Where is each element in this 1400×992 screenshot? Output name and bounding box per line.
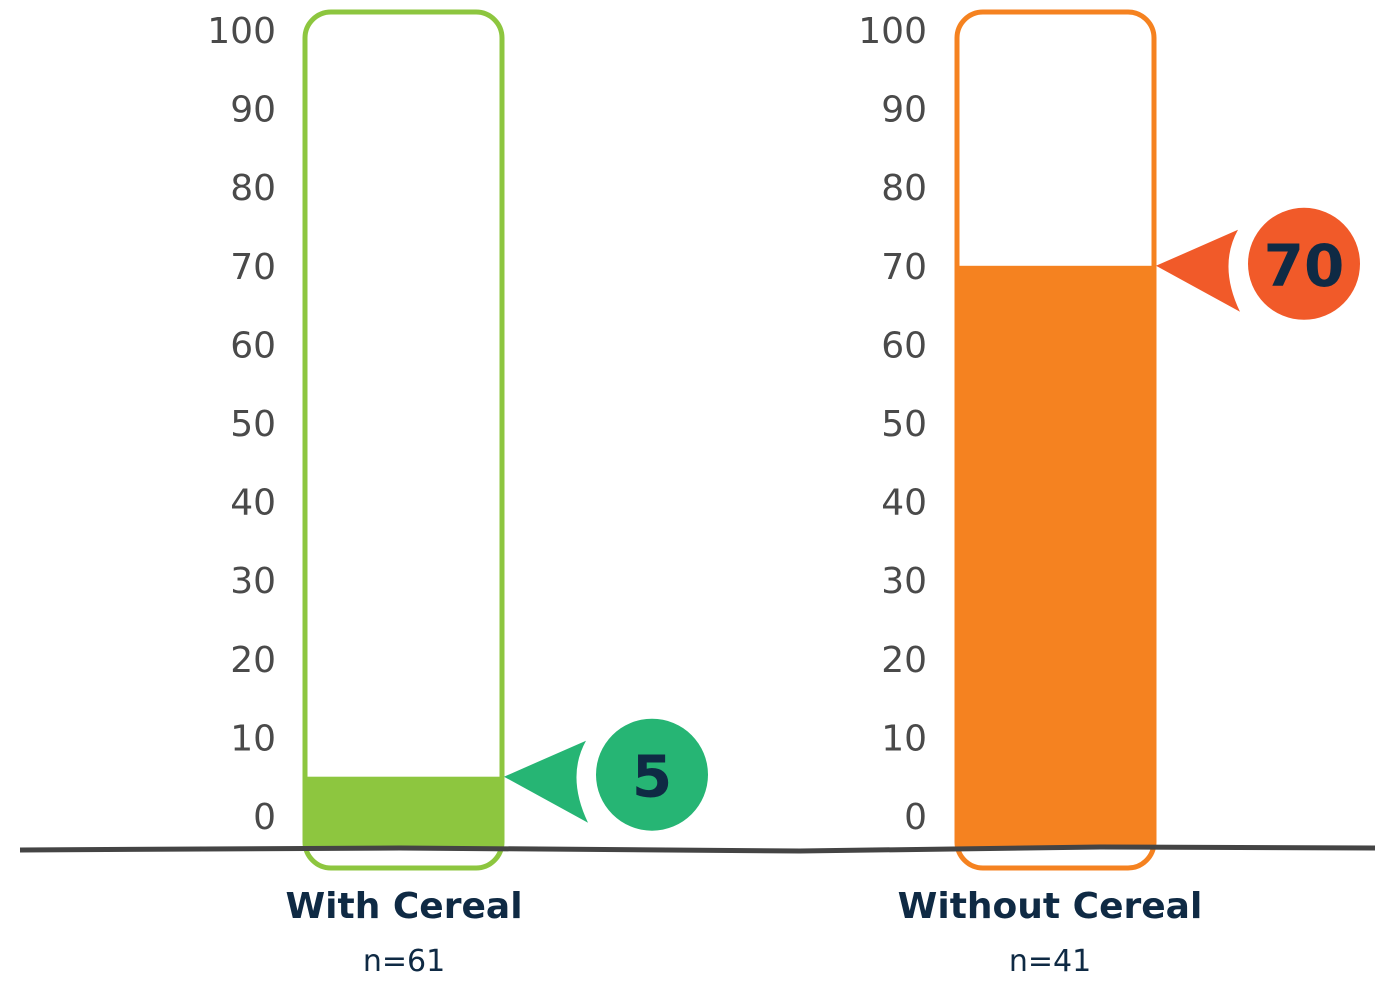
y-tick-label: 0 (253, 797, 276, 838)
callout-circle (596, 718, 708, 831)
bar-fill (957, 265, 1154, 848)
y-tick-label: 70 (881, 247, 927, 288)
callout-pointer (504, 740, 588, 823)
y-tick-label: 20 (230, 640, 276, 681)
callout-circle (1248, 207, 1360, 320)
y-tick-label: 90 (881, 90, 927, 131)
bar-outline (954, 9, 1157, 871)
sample-size-label: n=61 (363, 944, 445, 979)
bar-outline (302, 9, 505, 871)
data-label: 5 (632, 743, 672, 811)
bar-fill (305, 776, 502, 848)
y-tick-label: 10 (230, 718, 276, 759)
y-tick-label: 0 (904, 797, 927, 838)
y-tick-label: 30 (881, 561, 927, 602)
y-tick-label: 10 (881, 718, 927, 759)
sample-size-label: n=41 (1009, 944, 1091, 979)
y-tick-label: 100 (207, 11, 276, 52)
y-tick-label: 50 (881, 404, 927, 445)
y-tick-label: 50 (230, 404, 276, 445)
y-tick-label: 90 (230, 90, 276, 131)
y-tick-label: 40 (230, 483, 276, 524)
category-label: With Cereal (285, 886, 522, 927)
y-tick-label: 30 (230, 561, 276, 602)
baseline (19, 844, 1376, 854)
y-tick-label: 40 (881, 483, 927, 524)
y-tick-label: 60 (881, 325, 927, 366)
y-tick-label: 80 (230, 168, 276, 209)
y-tick-label: 100 (858, 11, 927, 52)
category-label: Without Cereal (898, 886, 1203, 927)
y-tick-label: 70 (230, 247, 276, 288)
y-tick-label: 20 (881, 640, 927, 681)
data-label: 70 (1264, 232, 1345, 300)
y-tick-label: 80 (881, 168, 927, 209)
y-tick-label: 60 (230, 325, 276, 366)
callout-pointer (1156, 229, 1240, 312)
